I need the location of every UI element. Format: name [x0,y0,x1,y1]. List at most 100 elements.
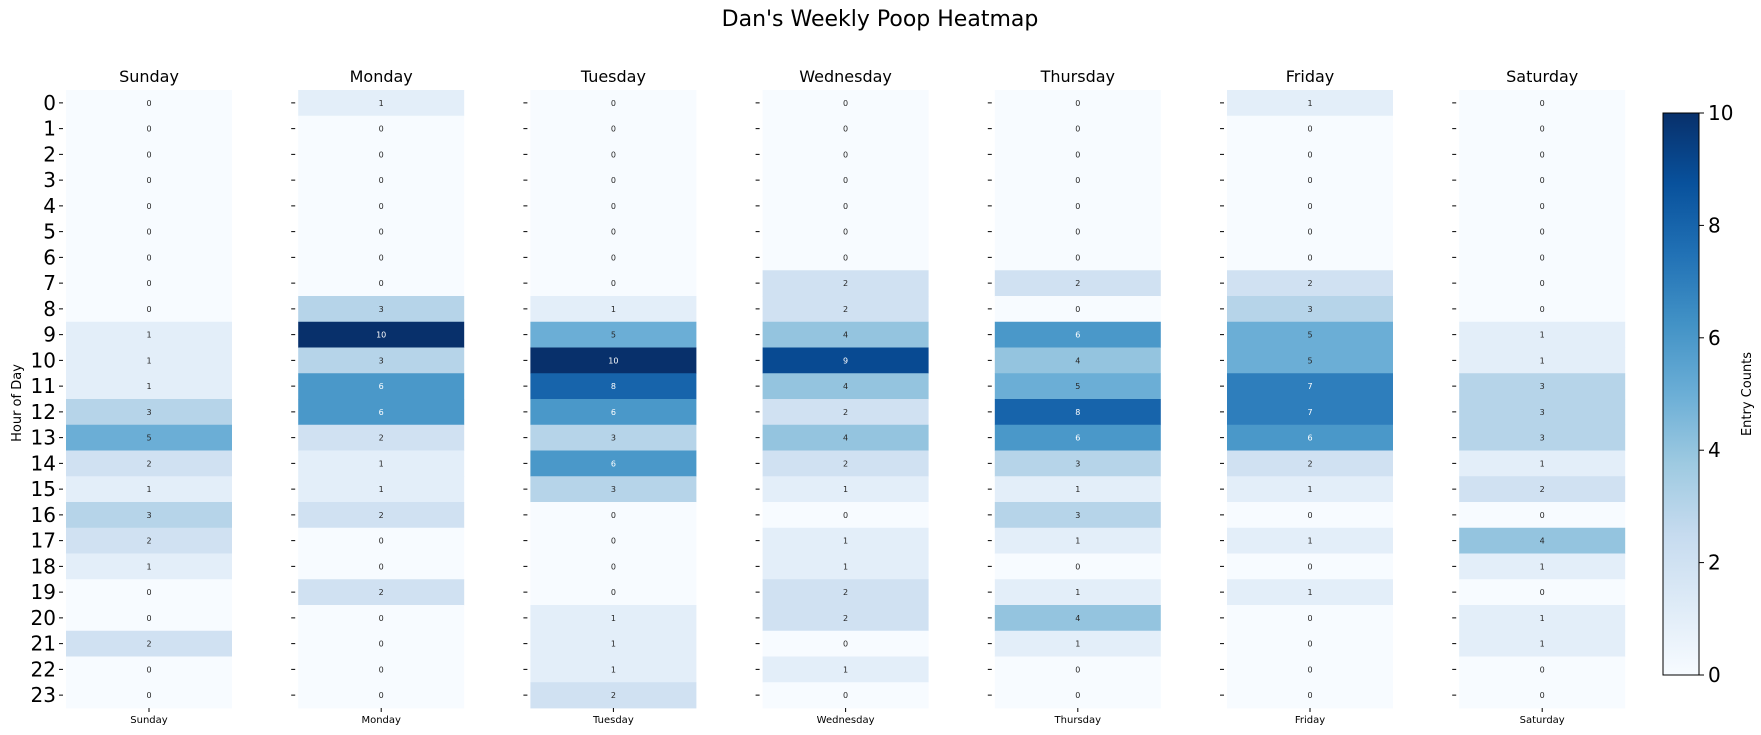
heatmap-cell [994,450,1161,477]
cell-value-label: 2 [146,537,151,546]
heatmap-cell [762,141,929,168]
cell-value-label: 7 [1307,408,1312,417]
heatmap-cell [66,141,232,168]
cell-value-label: 0 [1075,202,1080,211]
heatmap-cell [1459,527,1626,554]
cell-value-label: 1 [1075,485,1080,494]
colorbar-tick-label: 8 [1708,213,1721,237]
cell-value-label: 1 [843,562,848,571]
heatmap-cell [298,193,465,220]
heatmap-cell [298,527,465,554]
cell-value-label: 4 [843,382,848,391]
day-panels: Sunday000000000111352132100200SundayMond… [31,67,1626,726]
cell-value-label: 0 [1307,202,1312,211]
heatmap-cell [1459,424,1626,451]
heatmap-cell [1227,476,1393,503]
heatmap-cell [1227,656,1393,683]
heatmap-cell [1227,450,1393,477]
y-axis-label: Hour of Day [10,364,25,442]
panel-sunday: Sunday 0 0 0 0 0 0 0 0 0 1 1 1 3 5 2 1 3 2 1 0 0 2 0 0 Sunday [59,67,232,726]
heatmap-cell [1227,630,1393,657]
hour-tick-label: 21 [31,632,56,656]
cell-value-label: 0 [1540,691,1545,700]
cell-value-label: 0 [379,228,384,237]
cell-value-label: 0 [611,202,616,211]
cell-value-label: 0 [1075,562,1080,571]
cell-value-label: 4 [843,434,848,443]
cell-value-label: 6 [1075,434,1080,443]
cell-value-label: 4 [1075,356,1080,365]
heatmap-cell [1459,476,1626,503]
heatmap-cell [530,373,697,400]
cell-value-label: 1 [843,665,848,674]
heatmap-cell [298,321,465,348]
cell-value-label: 0 [1540,588,1545,597]
day-tick-label: Tuesday [592,715,634,726]
cell-value-label: 0 [1075,691,1080,700]
cell-value-label: 0 [1540,253,1545,262]
cell-value-label: 0 [1075,665,1080,674]
heatmap-cell [1459,450,1626,477]
heatmap-cell [66,605,232,632]
cell-value-label: 0 [146,99,151,108]
cell-value-label: 2 [379,511,384,520]
cell-value-label: 1 [1540,640,1545,649]
cell-value-label: 5 [146,434,151,443]
heatmap-cell [1459,167,1626,194]
heatmap-cell [1459,296,1626,323]
cell-value-label: 0 [1540,99,1545,108]
cell-value-label: 6 [379,408,384,417]
heatmap-cell [1227,579,1393,606]
heatmap-cell [1227,115,1393,142]
cell-value-label: 0 [379,562,384,571]
heatmap-cell [762,553,929,580]
hour-tick-label: 17 [31,529,56,553]
hour-tick-label: 0 [43,91,56,115]
cell-value-label: 0 [611,588,616,597]
heatmap-cell [994,605,1161,632]
cell-value-label: 0 [611,253,616,262]
heatmap-cell [298,244,465,271]
hour-tick-label: 22 [31,657,56,681]
heatmap-cell [530,270,697,297]
heatmap-cell [298,141,465,168]
cell-value-label: 2 [843,305,848,314]
colorbar-tick-label: 4 [1708,438,1721,462]
colorbar-label: Entry Counts [1740,352,1755,436]
heatmap-cell [1459,218,1626,245]
hour-tick-label: 5 [43,220,56,244]
heatmap-cell [1459,399,1626,426]
heatmap-cell [762,373,929,400]
cell-value-label: 0 [379,691,384,700]
cell-value-label: 0 [379,202,384,211]
heatmap-cell [762,476,929,503]
hour-tick-label: 11 [31,374,56,398]
heatmap-cell [994,347,1161,374]
cell-value-label: 3 [379,356,384,365]
heatmap-cell [762,605,929,632]
cell-value-label: 0 [1307,150,1312,159]
heatmap-cell [994,527,1161,554]
heatmap-cell [1459,270,1626,297]
cell-value-label: 6 [611,459,616,468]
cell-value-label: 5 [1307,331,1312,340]
cell-value-label: 2 [1307,279,1312,288]
panel-title: Wednesday [799,67,892,86]
colorbar: 0 2 4 6 8 10 Entry Counts [1662,101,1755,687]
heatmap-cell [1459,373,1626,400]
heatmap-cell [66,630,232,657]
heatmap-cell [66,399,232,426]
chart-title: Dan's Weekly Poop Heatmap [722,7,1039,32]
cell-value-label: 2 [843,279,848,288]
cell-value-label: 0 [843,125,848,134]
heatmap-cell [66,296,232,323]
cell-value-label: 1 [611,614,616,623]
cell-value-label: 0 [1540,125,1545,134]
cell-value-label: 0 [1307,176,1312,185]
cell-value-label: 0 [379,150,384,159]
heatmap-cell [762,656,929,683]
heatmap-cell [298,682,465,709]
heatmap-cell [530,579,697,606]
heatmap-cell [66,502,232,529]
heatmap-cell [66,450,232,477]
